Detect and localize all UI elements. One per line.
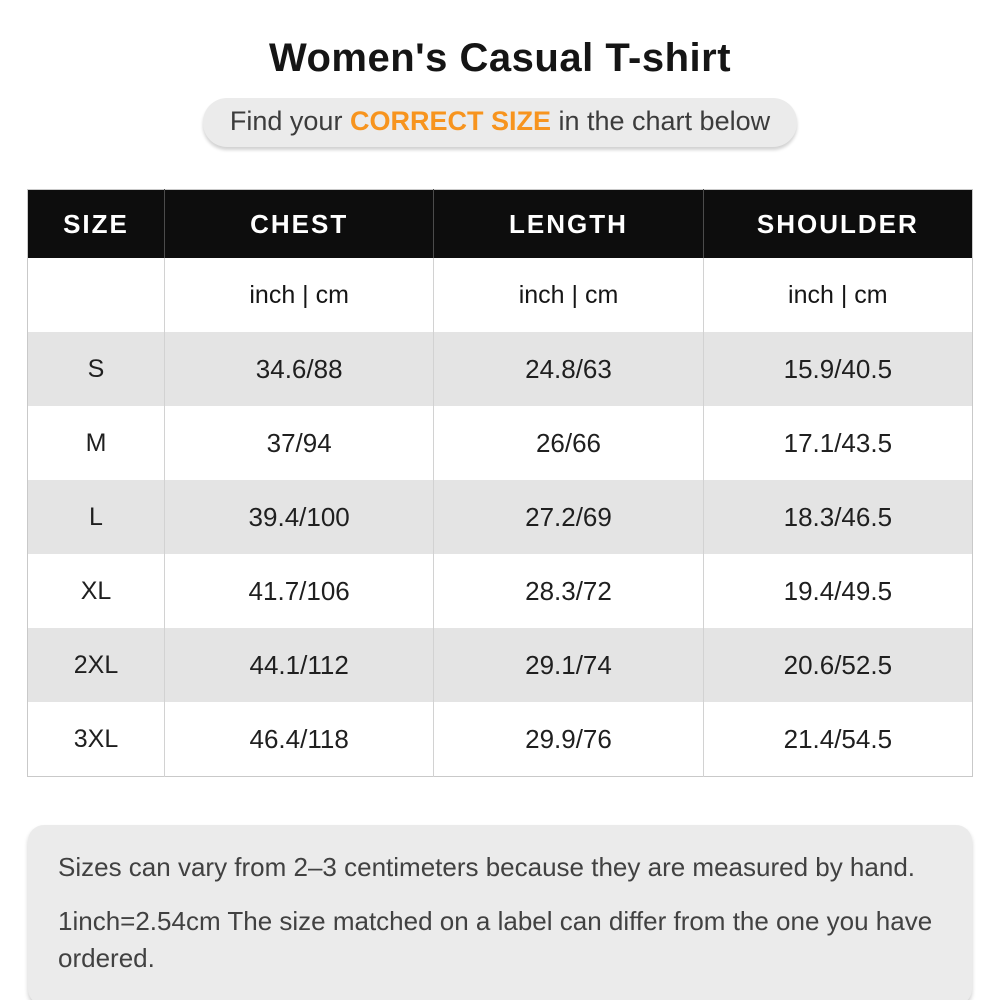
size-cell: 2XL: [73, 650, 119, 679]
length-cell: 27.2/69: [433, 480, 704, 554]
table-row-3xl: 3XL 46.4/118 29.9/76 21.4/54.5: [28, 702, 973, 777]
chest-cell: 37/94: [163, 406, 434, 480]
table-row-xl: XL 41.7/106 28.3/72 19.4/49.5: [28, 554, 973, 628]
size-guide-page: Women's Casual T-shirt Find your CORRECT…: [0, 36, 1000, 1000]
table-row-l: L 39.4/100 27.2/69 18.3/46.5: [27, 480, 973, 554]
size-cell: 3XL: [73, 724, 119, 753]
column-header-size: SIZE: [27, 189, 165, 258]
column-header-length: LENGTH: [433, 189, 704, 258]
chest-cell: 39.4/100: [163, 480, 434, 554]
shoulder-cell: 19.4/49.5: [702, 554, 973, 628]
units-cell-length: inch | cm: [433, 258, 704, 332]
column-header-shoulder: SHOULDER: [702, 189, 973, 258]
column-header-chest: CHEST: [163, 189, 434, 258]
chest-cell: 41.7/106: [163, 554, 434, 628]
size-cell: L: [89, 502, 103, 531]
size-cell: S: [87, 354, 105, 383]
units-cell-empty: [28, 258, 165, 332]
note-measure-variance: Sizes can vary from 2–3 centimeters beca…: [58, 852, 915, 882]
chest-cell: 44.1/112: [163, 628, 434, 702]
banner-row: Find your CORRECT SIZE in the chart belo…: [0, 98, 1000, 147]
chest-cell: 34.6/88: [163, 332, 434, 406]
table-row-m: M 37/94 26/66 17.1/43.5: [28, 406, 973, 480]
size-chart-header: SIZE CHEST LENGTH SHOULDER: [27, 189, 973, 258]
units-cell-chest: inch | cm: [163, 258, 434, 332]
shoulder-cell: 18.3/46.5: [702, 480, 973, 554]
shoulder-cell: 20.6/52.5: [702, 628, 973, 702]
size-cell: XL: [80, 576, 112, 605]
banner-text-prefix: Find your: [229, 106, 350, 136]
size-chart-table: SIZE CHEST LENGTH SHOULDER inch | cm inc…: [27, 189, 973, 777]
table-row-2xl: 2XL 44.1/112 29.1/74 20.6/52.5: [27, 628, 973, 702]
notes-panel: Sizes can vary from 2–3 centimeters beca…: [28, 825, 972, 1000]
page-title: Women's Casual T-shirt: [268, 36, 732, 80]
chest-cell: 46.4/118: [163, 702, 434, 777]
units-cell-shoulder: inch | cm: [702, 258, 973, 332]
length-cell: 29.1/74: [433, 628, 704, 702]
length-cell: 24.8/63: [433, 332, 704, 406]
find-size-banner: Find your CORRECT SIZE in the chart belo…: [202, 98, 798, 147]
length-cell: 26/66: [433, 406, 704, 480]
length-cell: 28.3/72: [433, 554, 704, 628]
header-row: SIZE CHEST LENGTH SHOULDER: [27, 189, 973, 258]
length-cell: 29.9/76: [433, 702, 704, 777]
size-chart-body: inch | cm inch | cm inch | cm S 34.6/88 …: [27, 258, 973, 777]
shoulder-cell: 21.4/54.5: [702, 702, 973, 777]
banner-text-suffix: in the chart below: [550, 106, 771, 136]
shoulder-cell: 15.9/40.5: [702, 332, 973, 406]
units-row: inch | cm inch | cm inch | cm: [28, 258, 973, 332]
note-inch-conversion: 1inch=2.54cm The size matched on a label…: [58, 906, 933, 973]
table-row-s: S 34.6/88 24.8/63 15.9/40.5: [27, 332, 973, 406]
shoulder-cell: 17.1/43.5: [702, 406, 973, 480]
size-cell: M: [85, 428, 107, 457]
banner-highlight-correct-size: CORRECT SIZE: [349, 106, 551, 136]
